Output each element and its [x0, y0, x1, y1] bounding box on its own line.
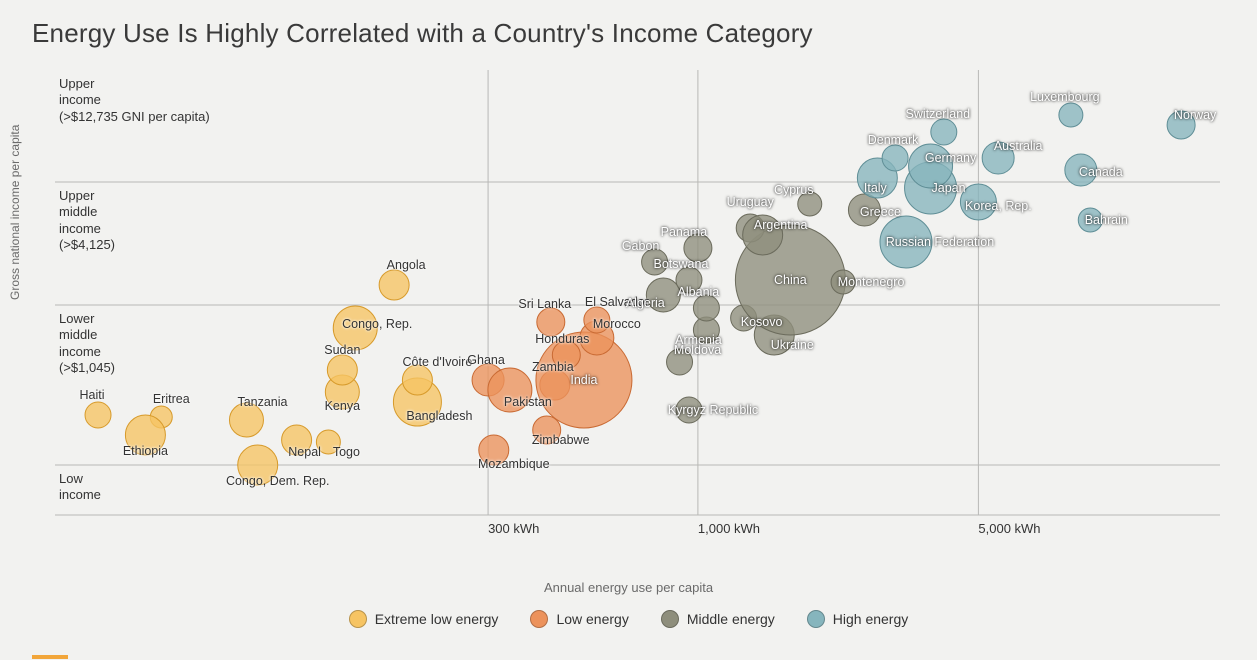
bubble-chart: 300 kWh1,000 kWh5,000 kWh HaitiEritreaEt…: [30, 70, 1230, 575]
bubble-label: Uruguay: [727, 195, 775, 209]
legend-item[interactable]: Low energy: [530, 610, 628, 628]
bubble[interactable]: [282, 425, 312, 455]
y-category-label: Upperincome(>$12,735 GNI per capita): [59, 76, 229, 125]
legend-label: Middle energy: [687, 611, 775, 627]
bubble[interactable]: [402, 365, 432, 395]
bubble[interactable]: [743, 215, 783, 255]
bubble[interactable]: [125, 415, 165, 455]
bubble[interactable]: [533, 416, 561, 444]
bubble[interactable]: [488, 368, 532, 412]
legend-swatch: [661, 610, 679, 628]
y-category-label: Lowincome: [59, 471, 229, 504]
x-axis-title: Annual energy use per capita: [0, 580, 1257, 595]
bubble[interactable]: [552, 341, 580, 369]
bubble[interactable]: [85, 402, 111, 428]
bubble[interactable]: [676, 397, 702, 423]
bubble[interactable]: [1065, 154, 1097, 186]
bubble[interactable]: [316, 430, 340, 454]
bubble[interactable]: [882, 145, 908, 171]
bubble[interactable]: [693, 295, 719, 321]
accent-bar: [32, 655, 68, 659]
bubble[interactable]: [798, 192, 822, 216]
bubble[interactable]: [584, 307, 610, 333]
bubble[interactable]: [537, 308, 565, 336]
bubble[interactable]: [479, 435, 509, 465]
bubble[interactable]: [379, 270, 409, 300]
bubble[interactable]: [642, 249, 668, 275]
bubble-label: Haiti: [80, 388, 105, 402]
legend-swatch: [530, 610, 548, 628]
bubble[interactable]: [960, 184, 996, 220]
y-category-label: Lowermiddleincome(>$1,045): [59, 311, 229, 376]
chart-page: Energy Use Is Highly Correlated with a C…: [0, 0, 1257, 660]
x-tick-label: 300 kWh: [488, 521, 539, 536]
legend: Extreme low energy Low energy Middle energ…: [0, 610, 1257, 631]
bubble[interactable]: [327, 355, 357, 385]
bubble[interactable]: [880, 216, 932, 268]
bubble[interactable]: [1078, 208, 1102, 232]
bubble[interactable]: [646, 278, 680, 312]
bubble[interactable]: [848, 194, 880, 226]
bubble[interactable]: [831, 270, 855, 294]
bubble-label: Switzerland: [905, 107, 970, 121]
legend-item[interactable]: High energy: [807, 610, 909, 628]
legend-swatch: [807, 610, 825, 628]
bubble[interactable]: [229, 403, 263, 437]
bubble-label: Eritrea: [153, 392, 190, 406]
legend-item[interactable]: Extreme low energy: [349, 610, 499, 628]
bubble[interactable]: [676, 267, 702, 293]
x-tick-label: 1,000 kWh: [698, 521, 760, 536]
legend-label: Low energy: [556, 611, 628, 627]
y-axis-title: Gross national income per capita: [8, 125, 22, 300]
y-category-label: Uppermiddleincome(>$4,125): [59, 188, 229, 253]
bubble[interactable]: [333, 306, 377, 350]
bubble[interactable]: [684, 234, 712, 262]
legend-item[interactable]: Middle energy: [661, 610, 775, 628]
legend-label: Extreme low energy: [375, 611, 499, 627]
legend-swatch: [349, 610, 367, 628]
legend-label: High energy: [833, 611, 909, 627]
bubble[interactable]: [931, 119, 957, 145]
bubble[interactable]: [1167, 111, 1195, 139]
bubble-label: Luxembourg: [1030, 90, 1100, 104]
bubble[interactable]: [1059, 103, 1083, 127]
bubble[interactable]: [667, 349, 693, 375]
x-tick-label: 5,000 kWh: [978, 521, 1040, 536]
bubble[interactable]: [238, 445, 278, 485]
bubble[interactable]: [909, 144, 953, 188]
bubble[interactable]: [982, 142, 1014, 174]
chart-title: Energy Use Is Highly Correlated with a C…: [32, 18, 813, 49]
